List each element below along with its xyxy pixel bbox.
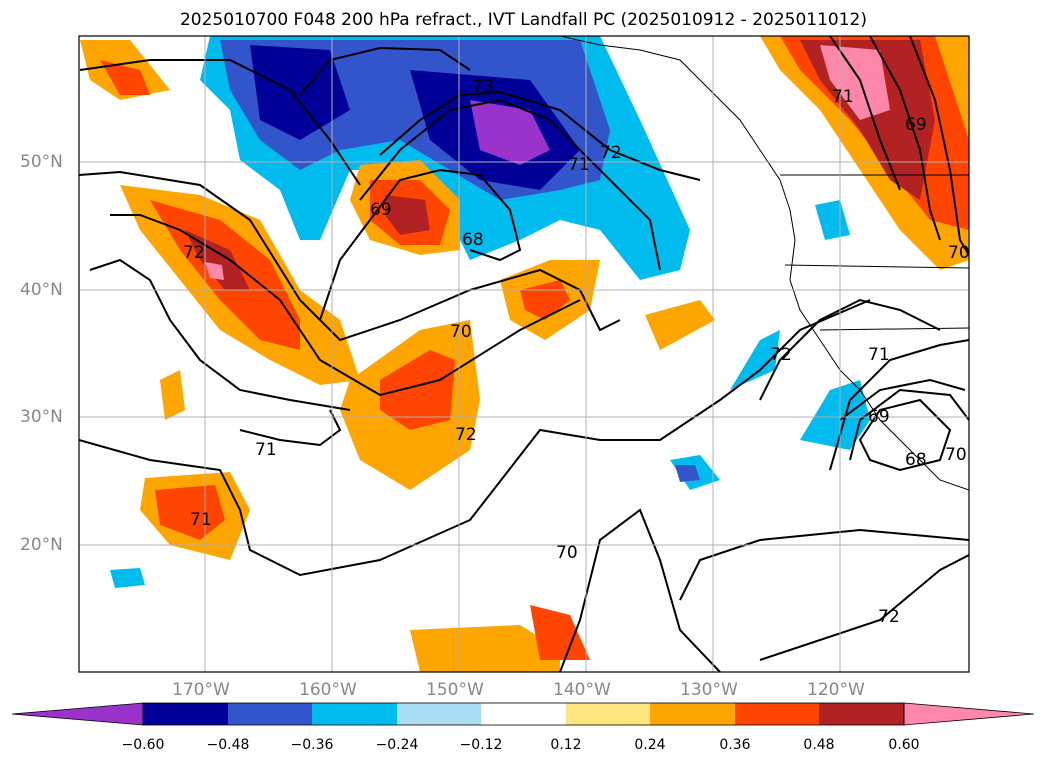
contour-label: 72 <box>183 243 205 263</box>
contour-label: 71 <box>255 440 277 460</box>
colorbar-segment <box>312 703 397 725</box>
lat-label-40n: 40°N <box>20 280 63 300</box>
colorbar-segment <box>819 703 904 725</box>
contour-label: 70 <box>948 243 970 263</box>
contour-label: 70 <box>556 543 578 563</box>
lat-label-30n: 30°N <box>20 407 63 427</box>
lon-label-150w: 150°W <box>426 680 484 700</box>
colorbar-tick-label: 0.12 <box>550 737 582 753</box>
positive-anomaly-region-pacific-northwest <box>760 36 969 270</box>
colorbar-tick-label: 0.48 <box>803 737 835 753</box>
colorbar-tick-label: 0.60 <box>888 737 920 753</box>
coastlines <box>559 36 969 491</box>
colorbar-tick-label: −0.36 <box>290 737 334 753</box>
graticule <box>79 36 969 672</box>
contour-label: 71 <box>832 87 854 107</box>
contour-label: 69 <box>868 407 890 427</box>
contour-label: 69 <box>905 115 927 135</box>
colorbar-segment <box>397 703 481 725</box>
contour-label: 72 <box>770 345 792 365</box>
colorbar-tick-label: −0.24 <box>375 737 419 753</box>
colorbar-tick-label: −0.12 <box>459 737 503 753</box>
contour-label: 71 <box>868 345 890 365</box>
contour-label: 72 <box>878 607 900 627</box>
contour-label: 72 <box>455 425 477 445</box>
colorbar <box>11 702 1035 726</box>
contour-label: 71 <box>190 510 212 530</box>
positive-anomaly-region-west-pacific <box>120 185 360 385</box>
lon-label-130w: 130°W <box>680 680 738 700</box>
contour-label: 72 <box>600 143 622 163</box>
refractivity-contours <box>79 36 969 672</box>
colorbar-segment <box>228 703 312 725</box>
colorbar-segment-right-arrow <box>903 702 1035 726</box>
colorbar-tick-label: −0.48 <box>206 737 250 753</box>
contour-label: 69 <box>370 200 392 220</box>
lat-label-20n: 20°N <box>20 535 63 555</box>
colorbar-tick-label: 0.24 <box>634 737 666 753</box>
lon-label-170w: 170°W <box>172 680 230 700</box>
contour-label-group: 73 72 71 69 68 72 70 72 71 71 72 71 69 6… <box>183 77 970 627</box>
colorbar-segment <box>566 703 650 725</box>
lon-label-140w: 140°W <box>553 680 611 700</box>
colorbar-tick-label: −0.60 <box>121 737 165 753</box>
contour-label: 68 <box>462 230 484 250</box>
contour-label: 70 <box>450 322 472 342</box>
contour-label: 70 <box>945 445 967 465</box>
colorbar-segment <box>650 703 735 725</box>
colorbar-segment <box>481 703 566 725</box>
lon-label-160w: 160°W <box>299 680 357 700</box>
lat-label-50n: 50°N <box>20 152 63 172</box>
colorbar-tick-label: 0.36 <box>719 737 751 753</box>
contour-label: 73 <box>472 77 494 97</box>
positive-anomaly-region-central <box>80 40 715 672</box>
colorbar-segment-left-arrow <box>11 702 144 726</box>
contour-label: 71 <box>568 155 590 175</box>
map-title: 2025010700 F048 200 hPa refract., IVT La… <box>179 10 867 30</box>
contour-label: 68 <box>905 450 927 470</box>
colorbar-segment <box>735 703 819 725</box>
colorbar-segment <box>143 703 228 725</box>
lon-label-120w: 120°W <box>807 680 865 700</box>
